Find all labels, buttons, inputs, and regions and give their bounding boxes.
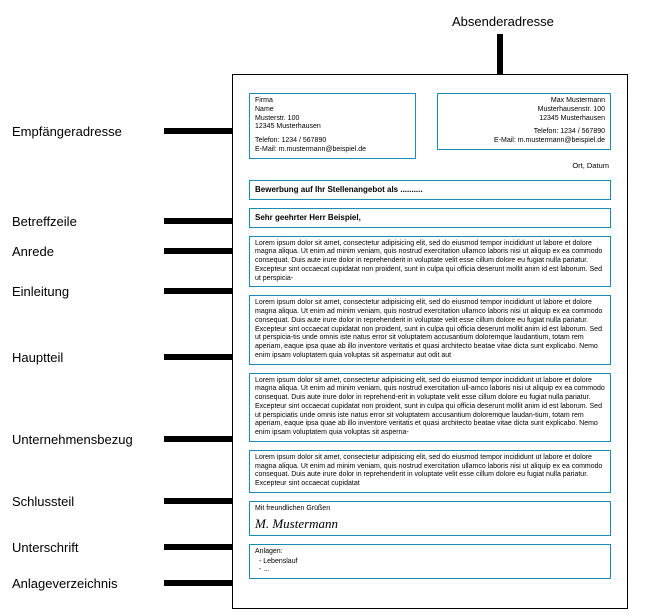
field-subject: Bewerbung auf Ihr Stellenangebot als ...…: [249, 180, 611, 200]
field-recipient: FirmaNameMusterstr. 10012345 Musterhause…: [249, 93, 416, 159]
label-betreffzeile: Betreffzeile: [12, 214, 77, 229]
field-ort-datum: Ort, Datum: [249, 161, 609, 170]
signature-name: M. Mustermann: [255, 516, 605, 532]
attachments-list: - Lebenslauf- ...: [259, 558, 605, 576]
label-unterschrift: Unterschrift: [12, 540, 78, 555]
field-main: Lorem ipsum dolor sit amet, consectetur …: [249, 295, 611, 364]
label-anlageverzeichnis: Anlageverzeichnis: [12, 576, 118, 591]
label-anrede: Anrede: [12, 244, 54, 259]
field-signature: Mit freundlichen Grüßen M. Mustermann: [249, 501, 611, 536]
field-company: Lorem ipsum dolor sit amet, consectetur …: [249, 373, 611, 442]
label-unternehmensbezug: Unternehmensbezug: [12, 432, 133, 447]
label-schlussteil: Schlussteil: [12, 494, 74, 509]
letter-page: FirmaNameMusterstr. 10012345 Musterhause…: [232, 74, 628, 609]
field-attachments: Anlagen: - Lebenslauf- ...: [249, 544, 611, 579]
label-absenderadresse: Absenderadresse: [452, 14, 554, 29]
diagram-canvas: Absenderadresse Empfängeradresse Betreff…: [0, 0, 650, 616]
sign-off-text: Mit freundlichen Grüßen: [255, 505, 605, 514]
label-empfaengeradresse: Empfängeradresse: [12, 124, 122, 139]
label-einleitung: Einleitung: [12, 284, 69, 299]
attachments-title: Anlagen:: [255, 548, 605, 557]
field-intro: Lorem ipsum dolor sit amet, consectetur …: [249, 236, 611, 288]
field-salutation: Sehr geehrter Herr Beispiel,: [249, 208, 611, 228]
field-sender: Max MustermannMusterhausenstr. 10012345 …: [437, 93, 611, 150]
field-closing: Lorem ipsum dolor sit amet, consectetur …: [249, 450, 611, 493]
label-hauptteil: Hauptteil: [12, 350, 63, 365]
header-row: FirmaNameMusterstr. 10012345 Musterhause…: [249, 93, 611, 159]
